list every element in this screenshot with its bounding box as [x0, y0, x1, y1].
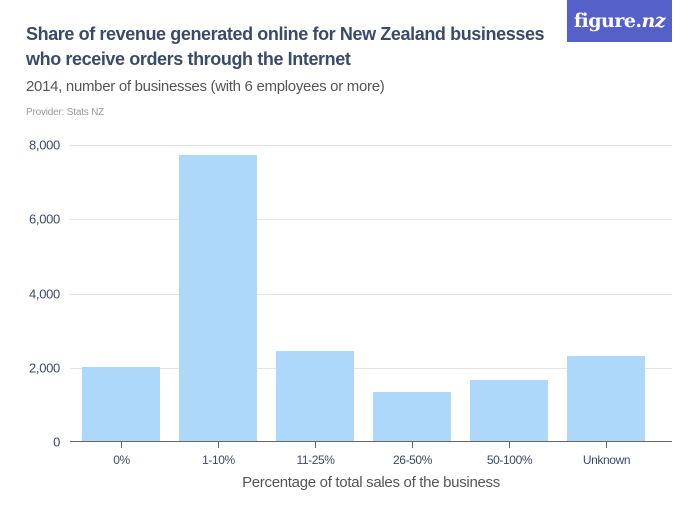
x-tick: [412, 442, 413, 448]
y-tick-label: 8,000: [28, 137, 60, 153]
gridline: [70, 294, 672, 295]
gridline: [70, 368, 672, 369]
x-tick-label: 0%: [113, 453, 130, 467]
x-tick-label: 11-25%: [296, 453, 335, 467]
bar-11-25pct[interactable]: [276, 351, 354, 442]
gridline: [70, 219, 672, 220]
provider-label: Provider: Stats NZ: [26, 107, 105, 118]
x-tick: [509, 442, 510, 448]
y-tick-label: 4,000: [28, 286, 60, 302]
x-tick: [218, 442, 219, 448]
y-tick-label: 6,000: [28, 211, 60, 227]
x-tick: [315, 442, 316, 448]
x-tick: [121, 442, 122, 448]
bar-50-100pct[interactable]: [470, 380, 548, 442]
x-tick-label: 1-10%: [202, 453, 235, 467]
x-tick-label: 26-50%: [393, 453, 432, 467]
bar-26-50pct[interactable]: [373, 392, 451, 442]
x-axis-line: [70, 441, 672, 442]
logo-suffix-text: nz: [641, 10, 666, 32]
y-tick-label: 2,000: [28, 360, 60, 376]
chart-subtitle: 2014, number of businesses (with 6 emplo…: [26, 78, 385, 95]
y-tick-label: 0: [53, 434, 60, 450]
bar-0pct[interactable]: [82, 367, 160, 442]
bar-1-10pct[interactable]: [179, 155, 257, 442]
chart-title: Share of revenue generated online for Ne…: [26, 24, 545, 69]
x-tick-label: 50-100%: [486, 453, 533, 467]
logo-main-text: figure.: [573, 10, 642, 32]
x-axis-title: Percentage of total sales of the busines…: [242, 474, 500, 491]
bar-unknown[interactable]: [567, 356, 645, 442]
x-tick-label: Unknown: [582, 453, 631, 467]
figure-nz-logo[interactable]: figure. nz: [567, 0, 672, 42]
gridline: [70, 145, 672, 146]
x-tick: [606, 442, 607, 448]
